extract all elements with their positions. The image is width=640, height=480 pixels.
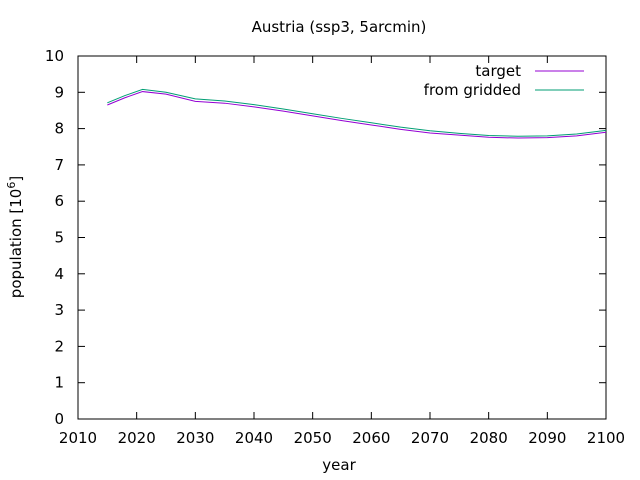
x-tick-label: 2030 [176, 429, 214, 447]
x-tick-label: 2070 [411, 429, 449, 447]
x-tick-label: 2100 [587, 429, 625, 447]
chart-title: Austria (ssp3, 5arcmin) [252, 18, 427, 36]
legend: target from gridded [424, 62, 584, 99]
y-tick-label: 2 [54, 337, 64, 355]
x-tick-label: 2050 [294, 429, 332, 447]
series-lines [107, 88, 607, 139]
y-axis-label-close: ] [7, 176, 25, 182]
y-axis-label: population [106] [5, 176, 25, 298]
y-tick-label: 8 [54, 120, 64, 138]
y-tick-label: 0 [54, 410, 64, 428]
y-tick-label: 7 [54, 156, 64, 174]
legend-label-target: target [475, 62, 521, 80]
tick-marks [77, 55, 607, 420]
legend-label-from-gridded: from gridded [424, 81, 521, 99]
series-line-from-gridded [107, 88, 607, 137]
y-axis-label-main: population [10 [7, 189, 25, 299]
y-axis-label-exponent: 6 [5, 182, 18, 189]
x-tick-label: 2090 [528, 429, 566, 447]
y-tick-label: 5 [54, 229, 64, 247]
x-tick-label: 2020 [118, 429, 156, 447]
series-line-target [107, 91, 607, 139]
x-tick-label: 2040 [235, 429, 273, 447]
x-tick-label: 2060 [352, 429, 390, 447]
y-tick-labels: 0 1 2 3 4 5 6 7 8 9 10 [45, 47, 64, 428]
x-tick-labels: 2010 2020 2030 2040 2050 2060 2070 2080 2090 2100 [59, 429, 625, 447]
y-tick-label: 6 [54, 192, 64, 210]
y-tick-label: 1 [54, 374, 64, 392]
x-tick-label: 2080 [470, 429, 508, 447]
y-tick-label: 9 [54, 83, 64, 101]
y-tick-label: 3 [54, 301, 64, 319]
y-tick-label: 4 [54, 265, 64, 283]
y-tick-label: 10 [45, 47, 64, 65]
x-tick-label: 2010 [59, 429, 97, 447]
x-axis-label: year [322, 456, 356, 474]
plot-frame [77, 55, 607, 420]
